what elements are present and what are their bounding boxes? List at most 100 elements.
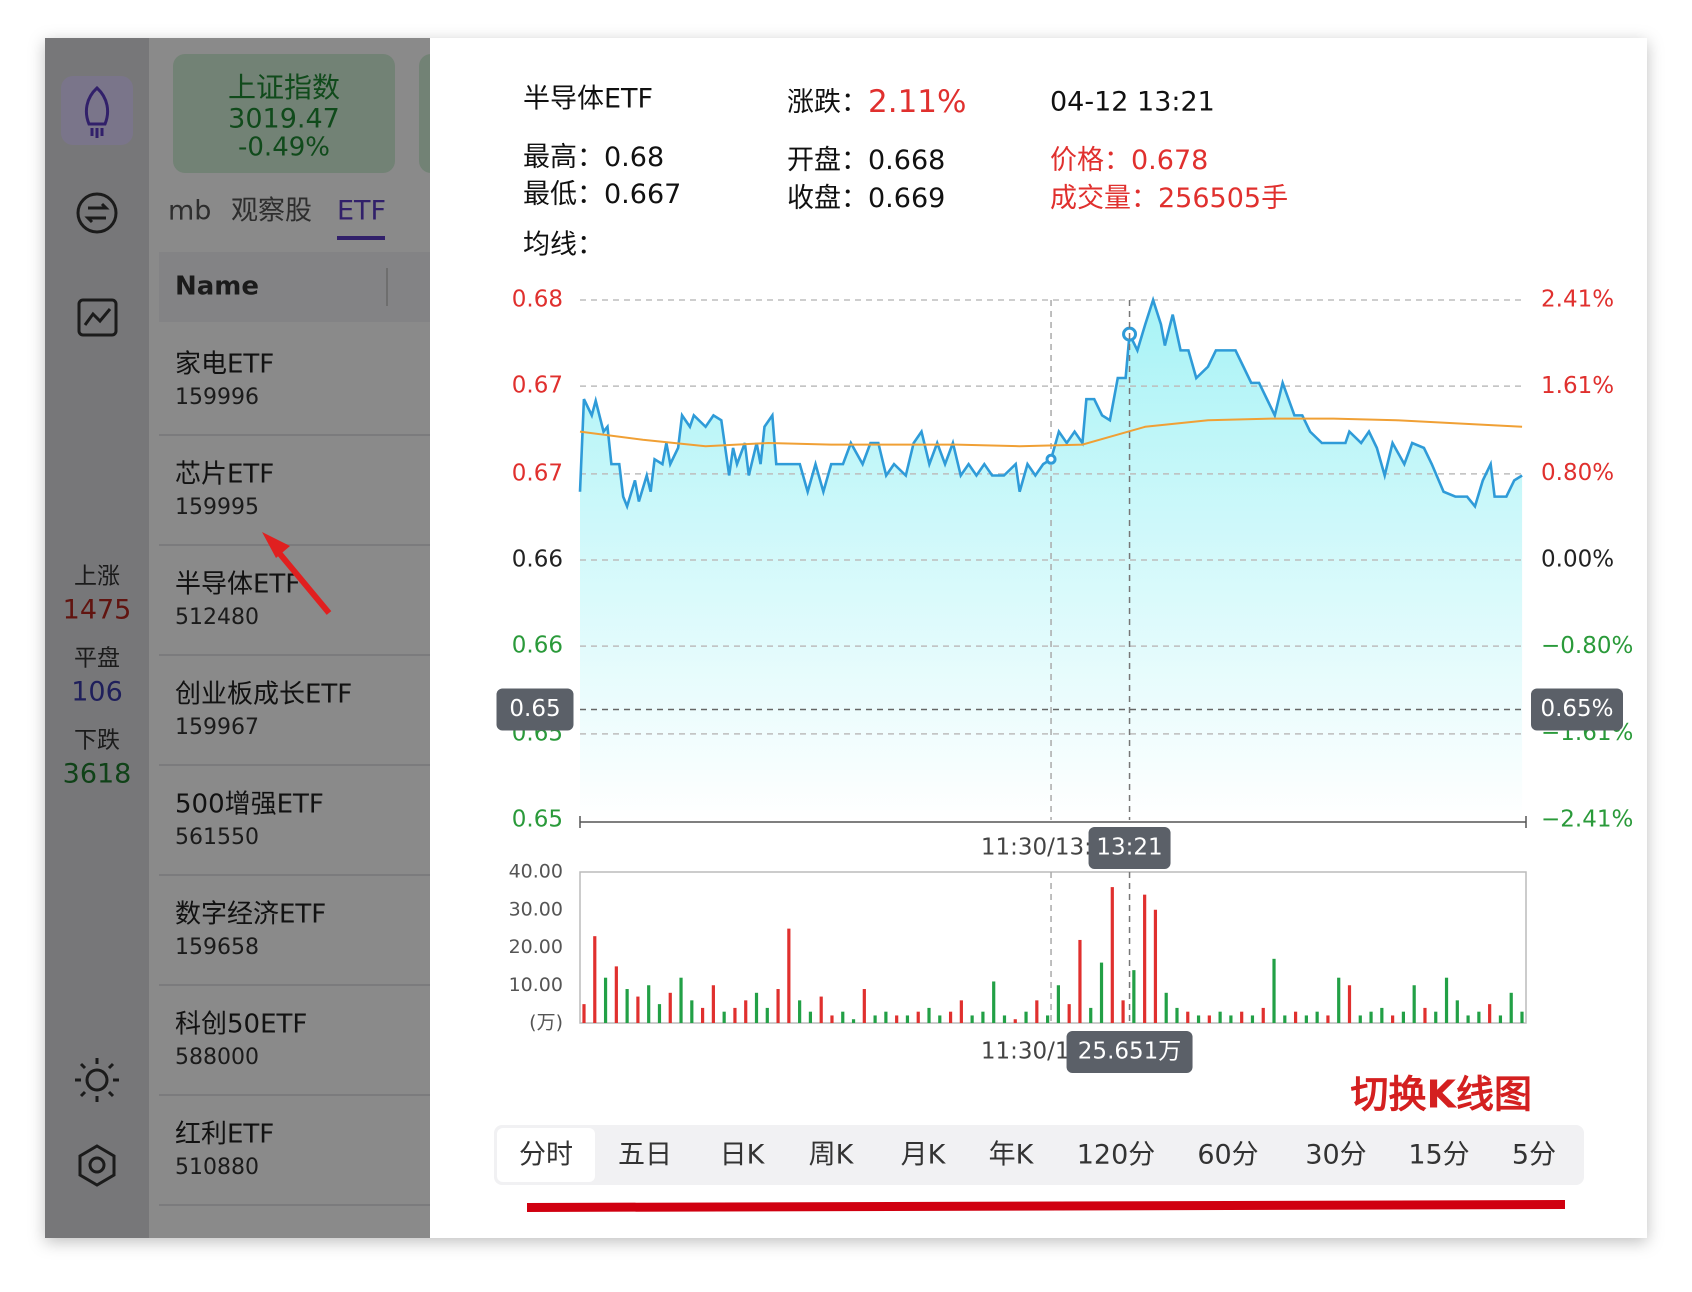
value: 0.667 <box>604 179 681 210</box>
volume-bar <box>1466 1015 1470 1023</box>
period-tab[interactable]: 五日 <box>618 1140 672 1171</box>
volume-bar <box>884 1011 888 1023</box>
row-name: 500增强ETF <box>175 790 324 820</box>
period-tabs: 分时 五日 日K 周K 月K 年K 120分 60分 30分 15分 5分 <box>519 1140 1556 1171</box>
volume-bar <box>862 989 866 1023</box>
price-line <box>578 295 1523 511</box>
value: 256505手 <box>1158 183 1288 214</box>
period-tab[interactable]: 60分 <box>1197 1140 1258 1171</box>
row-code: 159995 <box>175 495 259 520</box>
value: 0.669 <box>868 183 945 214</box>
volume-bar <box>657 1004 662 1023</box>
volume-bar <box>851 1019 856 1023</box>
list-tab[interactable]: mb <box>168 196 211 227</box>
volume-frame <box>579 871 1527 1024</box>
stat-label: 平盘 <box>74 646 120 672</box>
volume-bar <box>1078 939 1082 1023</box>
annotation: 切换K线图 <box>1351 1073 1532 1117</box>
nav-chart[interactable] <box>77 298 118 337</box>
crosshair-label: 25.651万 <box>1078 1039 1181 1065</box>
value: 0.668 <box>868 145 945 176</box>
volume-bar <box>1175 1007 1179 1023</box>
row-name: 科创50ETF <box>175 1010 307 1040</box>
close-field: 收盘：0.669 <box>787 183 945 214</box>
row-code: 512480 <box>175 605 259 630</box>
volume-bar <box>1391 1015 1395 1023</box>
crosshair-label-box <box>1066 1031 1193 1073</box>
volume-bar <box>1067 1004 1071 1023</box>
period-tab[interactable]: 120分 <box>1077 1140 1156 1171</box>
volume-bar <box>927 1007 931 1023</box>
crosshair-label-box <box>496 688 574 731</box>
period-tab[interactable]: 15分 <box>1408 1140 1469 1171</box>
volume-bar <box>1423 1007 1427 1023</box>
period-tab-selected <box>497 1128 595 1182</box>
volume-bar <box>1089 1007 1093 1023</box>
volume-bar <box>1401 1011 1406 1023</box>
volume-bar <box>1455 1000 1459 1023</box>
volume-bar <box>700 1007 705 1023</box>
volume-bar <box>1013 1019 1017 1023</box>
volume-bar <box>582 1004 586 1023</box>
volume-bar <box>873 1015 877 1023</box>
row-name: 家电ETF <box>175 350 274 380</box>
open-field: 开盘：0.668 <box>787 145 945 176</box>
crosshair-label: 13:21 <box>1096 835 1162 861</box>
volume-bar <box>668 992 672 1023</box>
volume-bar <box>1304 1015 1308 1023</box>
volume-bar <box>1250 1015 1255 1023</box>
volume-bar <box>765 1007 769 1023</box>
y2-tick-label: 0.00% <box>1541 547 1614 573</box>
nav-swap[interactable] <box>76 192 118 234</box>
volume-bar <box>1099 962 1104 1023</box>
period-tab[interactable]: 日K <box>720 1140 766 1171</box>
ma-label: 均线： <box>523 230 604 261</box>
period-tab[interactable]: 5分 <box>1512 1140 1556 1171</box>
period-tab[interactable]: 周K <box>809 1140 855 1171</box>
y-tick-label: 0.66 <box>512 633 563 659</box>
volume-bar <box>1412 985 1416 1023</box>
y-tick-label: 0.65 <box>512 807 563 833</box>
stat-label: 上涨 <box>74 564 120 590</box>
list-tab-active[interactable]: ETF <box>337 196 386 227</box>
y-tick-label: 40.00 <box>509 861 563 883</box>
period-tab[interactable]: 分时 <box>519 1140 573 1171</box>
volume-bar <box>625 989 629 1023</box>
volume-bar <box>1218 1011 1222 1023</box>
background-app: 上涨 1475 平盘 106 下跌 3618 上证指数 3019.47 -0.49% mb… <box>45 38 449 1238</box>
volume-bar <box>970 1015 974 1023</box>
period-tab[interactable]: 30分 <box>1305 1140 1366 1171</box>
row-code: 588000 <box>175 1045 259 1070</box>
volume-bar <box>830 1015 834 1023</box>
nav-settings[interactable] <box>85 1068 109 1092</box>
row-name: 数字经济ETF <box>175 900 326 930</box>
list-header-name: Name <box>175 272 259 302</box>
swap-icon <box>84 202 110 224</box>
volume-bar <box>754 992 759 1023</box>
period-tab[interactable]: 月K <box>901 1140 947 1171</box>
volume-bar <box>1315 1011 1319 1023</box>
stat-value: 3618 <box>63 759 132 790</box>
volume-bar <box>1444 977 1449 1023</box>
hex-icon <box>88 1156 106 1174</box>
volume-bar <box>1153 909 1158 1023</box>
high-field: 最高：0.68 <box>523 142 664 173</box>
list-rows: 家电ETF 159996 芯片ETF 159995 半导体ETF 512480 创业板成长E… <box>159 350 430 1206</box>
nav-home[interactable] <box>61 76 133 145</box>
volume-bar <box>1520 1011 1524 1023</box>
label: 涨跌： <box>787 87 868 118</box>
volume-bar <box>1143 894 1147 1023</box>
volume-bar <box>1229 1015 1233 1023</box>
crosshair-label: 0.65 <box>509 696 560 722</box>
sun-icon <box>75 1058 119 1102</box>
chart-icon <box>83 308 112 326</box>
volume-bar <box>798 1000 802 1023</box>
nav-more[interactable] <box>78 1144 116 1187</box>
period-tab[interactable]: 年K <box>989 1140 1035 1171</box>
volume-bar <box>819 996 823 1023</box>
volume-bar <box>1272 958 1276 1023</box>
index-card[interactable] <box>173 54 395 173</box>
volume-bar <box>711 985 715 1023</box>
list-tab[interactable]: 观察股 <box>231 196 312 227</box>
y-tick-label: 0.68 <box>512 287 563 313</box>
